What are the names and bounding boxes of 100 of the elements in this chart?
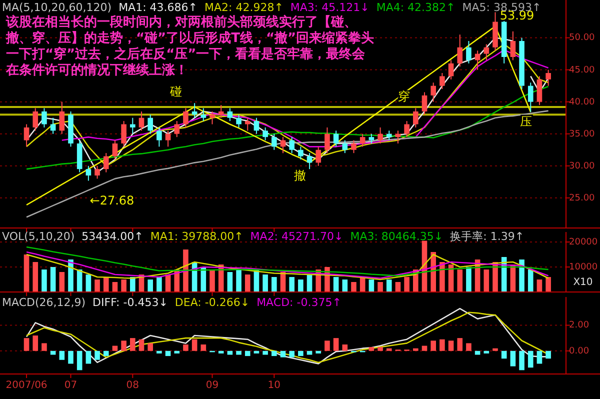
- annotation: 穿: [398, 89, 410, 104]
- bar: [112, 282, 118, 292]
- text: MA3: 45.121↓: [290, 1, 370, 14]
- candlestick: [440, 72, 445, 90]
- text: DIFF: -0.453↓: [92, 296, 168, 309]
- bar: [466, 343, 472, 351]
- bar: [378, 347, 383, 351]
- bar: [324, 340, 330, 351]
- bar: [528, 350, 534, 368]
- bar: [32, 336, 38, 351]
- candlestick: [378, 126, 383, 144]
- bar: [24, 338, 30, 351]
- bar: [227, 272, 233, 292]
- bar: [218, 350, 224, 354]
- candlestick: [24, 124, 30, 148]
- candlestick: [316, 146, 322, 166]
- bar: [130, 338, 136, 351]
- candlestick: [236, 114, 242, 128]
- candlestick: [94, 165, 100, 180]
- bar: [484, 270, 490, 292]
- candlestick: [112, 140, 118, 160]
- x-tick-label: 08: [126, 380, 140, 391]
- bar: [59, 272, 65, 292]
- bar: [289, 350, 294, 358]
- legend-title: MACD(26,12,9): [2, 296, 86, 309]
- bar: [24, 254, 30, 292]
- candlestick: [183, 108, 188, 128]
- bar: [536, 280, 542, 292]
- text: MA1: 39788.00↑: [150, 230, 244, 243]
- candlestick: [210, 110, 215, 125]
- bar: [368, 347, 374, 351]
- bar: [156, 277, 162, 292]
- y-tick-label: 40.00: [569, 97, 596, 108]
- candlestick: [351, 140, 356, 154]
- bar: [148, 343, 153, 351]
- candlestick: [200, 108, 206, 122]
- y-tick-label: 2.00: [569, 320, 590, 331]
- bar: [130, 277, 136, 292]
- bar: [501, 350, 507, 359]
- candlestick: [32, 108, 38, 132]
- bar: [280, 350, 286, 358]
- bar: [519, 350, 524, 370]
- candlestick: [130, 117, 136, 134]
- bar: [94, 280, 100, 292]
- y-tick-label: 50.00: [569, 33, 596, 44]
- bar: [210, 270, 215, 292]
- bar: [68, 350, 74, 364]
- candlestick: [59, 101, 65, 134]
- bar: [378, 282, 383, 292]
- y-tick-label: 45.00: [569, 65, 596, 76]
- bar: [174, 350, 180, 354]
- candlestick: [244, 117, 250, 132]
- bar: [484, 350, 490, 354]
- y-axis-title: X10: [573, 277, 593, 288]
- candlestick: [165, 130, 171, 148]
- bar: [183, 250, 188, 292]
- bar: [457, 270, 463, 292]
- bar: [59, 350, 65, 360]
- x-tick-label: 2007/06: [6, 380, 48, 391]
- candlestick: [466, 40, 472, 64]
- candlestick: [546, 69, 551, 86]
- bar: [440, 262, 445, 292]
- bar: [272, 350, 277, 356]
- bar: [333, 338, 339, 351]
- legend-title: MA(5,10,20,60,120): [2, 1, 112, 14]
- y-tick-label: 20000: [569, 237, 598, 248]
- y-tick-label: 10000: [569, 262, 598, 272]
- y-tick-label: 30.00: [569, 161, 596, 172]
- candlestick: [536, 76, 542, 106]
- text: MA2: 42.928↑: [204, 1, 284, 14]
- candlestick: [138, 110, 144, 132]
- text: MA4: 42.382↑: [376, 1, 456, 14]
- candlestick: [386, 130, 392, 141]
- bar: [156, 350, 162, 354]
- bar: [94, 350, 100, 360]
- bar: [448, 340, 454, 351]
- bar: [395, 282, 401, 292]
- candlestick: [298, 146, 304, 160]
- bar: [50, 267, 56, 292]
- candlestick: [227, 108, 233, 122]
- candlestick: [430, 82, 436, 102]
- bar: [474, 350, 480, 355]
- bar: [457, 338, 463, 351]
- bar: [42, 343, 47, 351]
- candlestick: [413, 108, 418, 128]
- bar: [121, 340, 126, 351]
- bar: [68, 260, 74, 292]
- bar: [298, 350, 304, 356]
- bar: [368, 280, 374, 292]
- bar: [440, 339, 445, 351]
- candlestick: [156, 126, 162, 148]
- bar: [422, 346, 428, 351]
- bar: [32, 262, 38, 292]
- bar: [413, 348, 418, 351]
- bar: [236, 270, 242, 292]
- bar: [342, 280, 348, 292]
- bar: [386, 280, 392, 292]
- bar: [183, 344, 188, 351]
- bar: [351, 282, 356, 292]
- candlestick: [404, 120, 410, 138]
